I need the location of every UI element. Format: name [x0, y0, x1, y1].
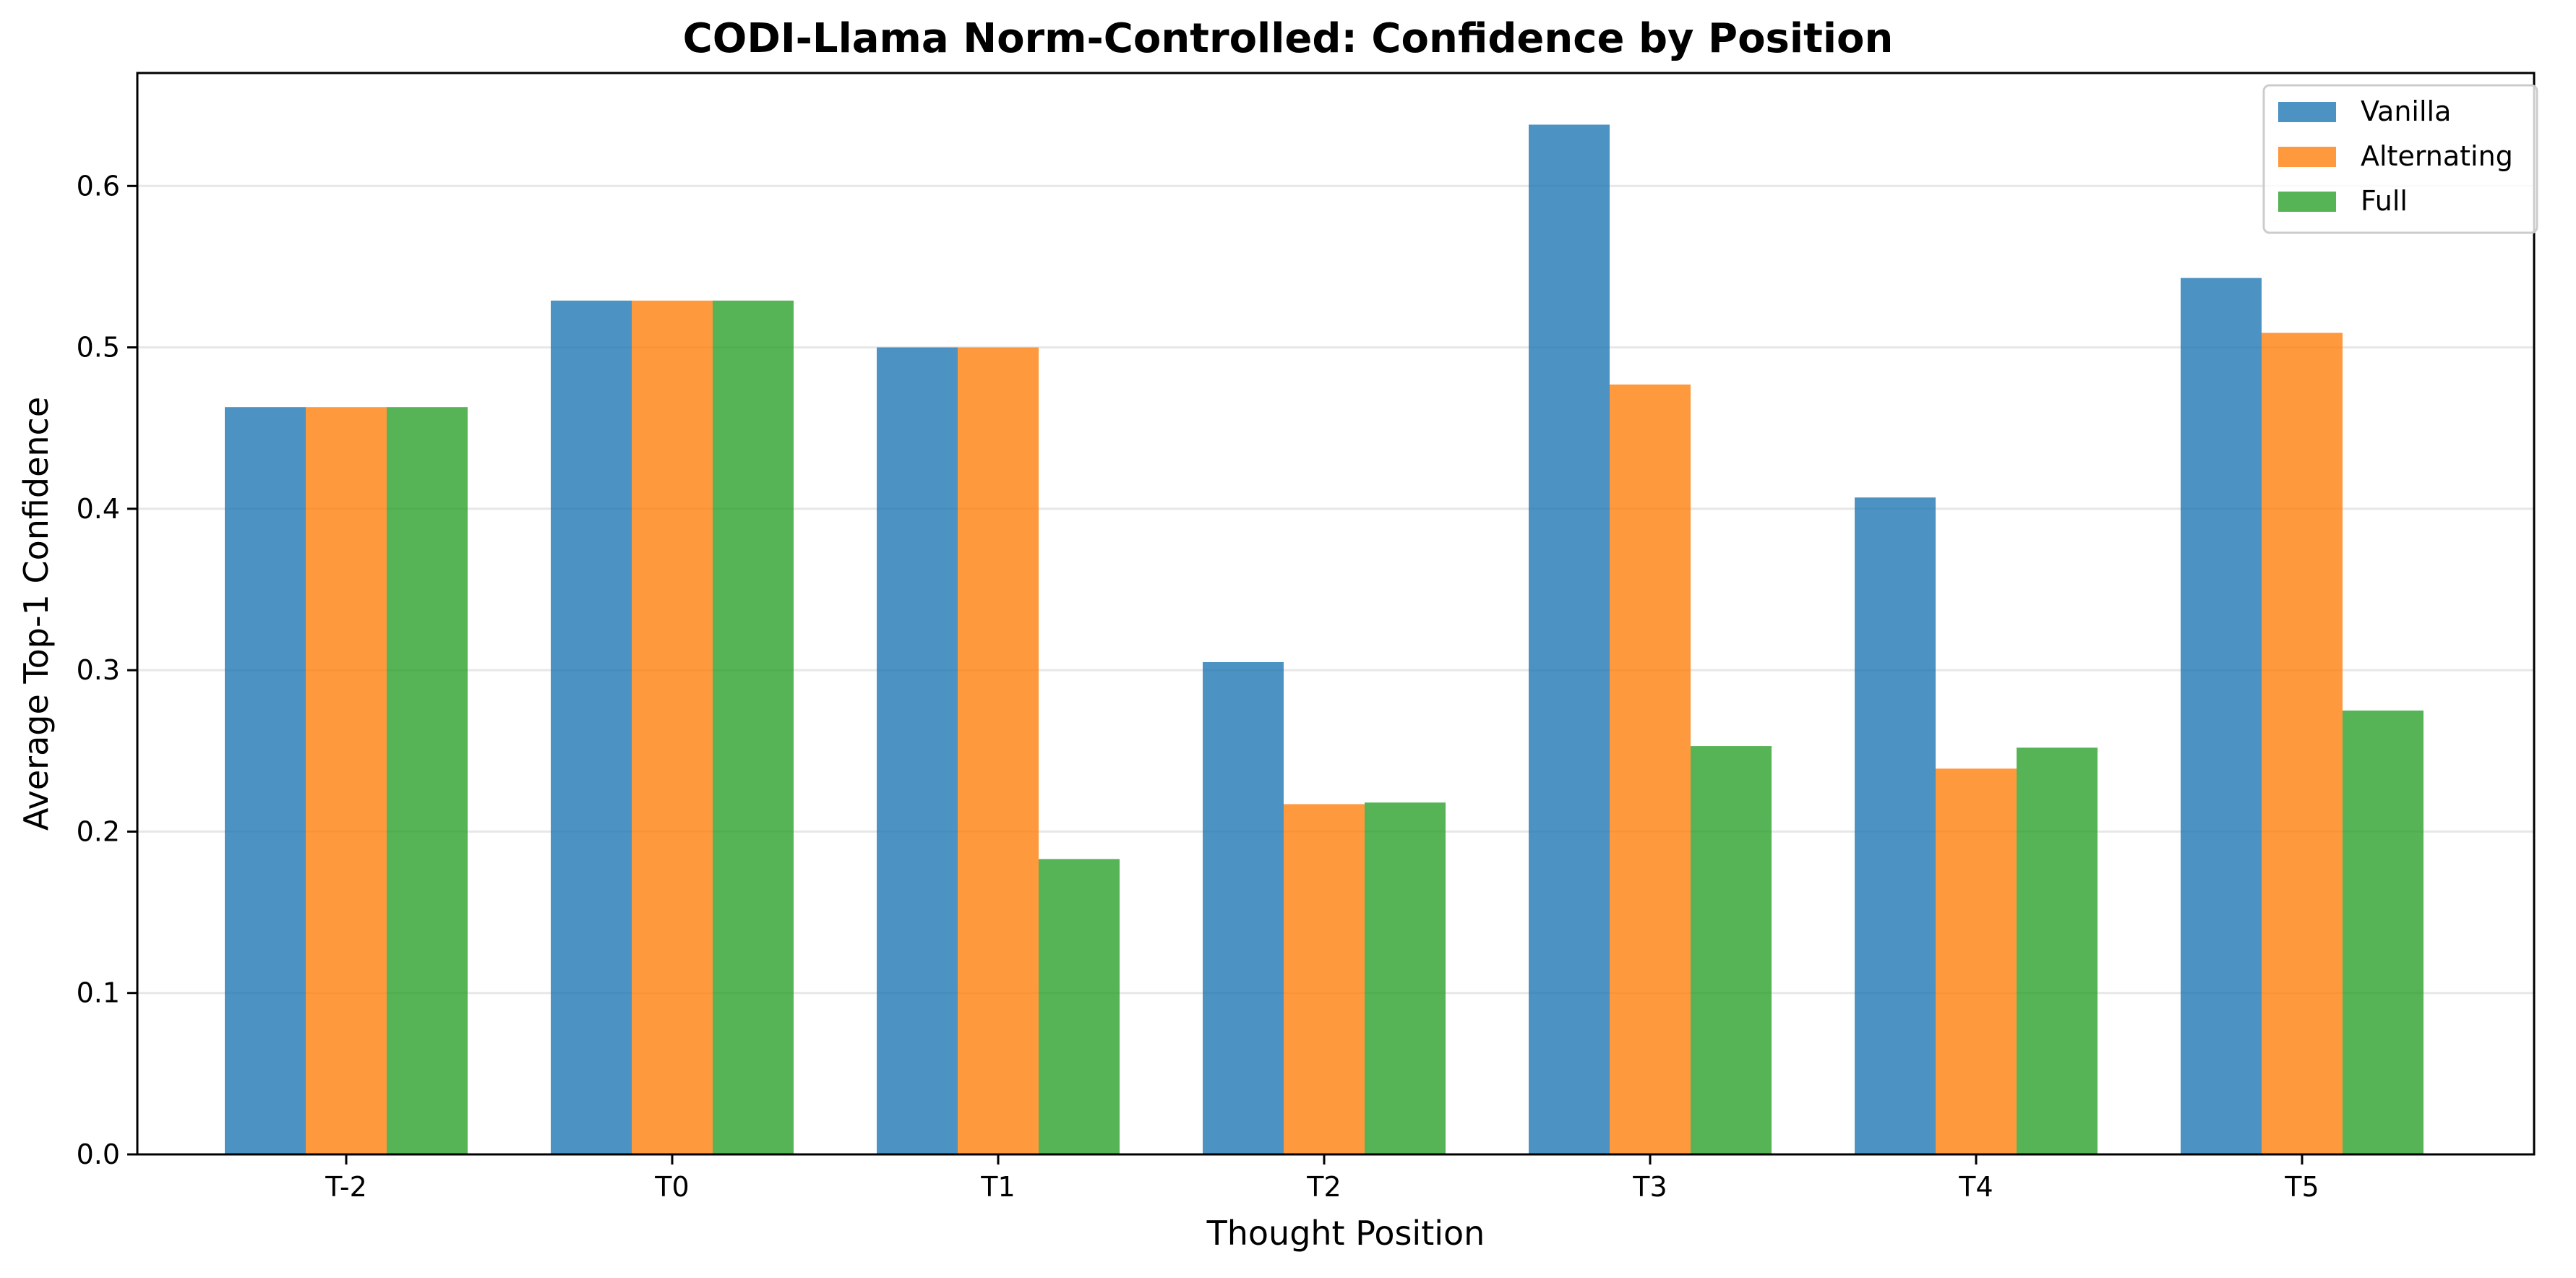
y-tick-label: 0.2: [77, 815, 120, 847]
bar-alternating-t0: [632, 300, 713, 1155]
x-tick-label: T-2: [325, 1171, 367, 1203]
bar-full-t0: [713, 300, 794, 1155]
bar-alternating-t5: [2262, 333, 2343, 1154]
bar-vanilla-t0: [551, 300, 632, 1155]
y-tick-label: 0.6: [77, 170, 120, 202]
bar-full-t5: [2343, 710, 2423, 1154]
legend-swatch-vanilla: [2278, 102, 2336, 122]
x-tick-label: T1: [980, 1171, 1015, 1203]
legend-label-alternating: Alternating: [2361, 140, 2513, 172]
bar-alternating-t1: [958, 347, 1039, 1155]
bar-vanilla-t2: [1203, 661, 1284, 1154]
x-tick-label: T5: [2284, 1171, 2319, 1203]
y-tick-label: 0.5: [77, 332, 120, 364]
bar-full-t1: [1039, 859, 1120, 1154]
plot-area-frame: [136, 72, 2536, 1156]
bar-full-t4: [2017, 747, 2098, 1154]
y-axis-label: Average Top-1 Confidence: [17, 397, 56, 831]
bar-alternating-t2: [1284, 804, 1365, 1154]
bar-alternating-t3: [1610, 384, 1691, 1155]
grid-lines: [137, 184, 2534, 995]
y-tick-label: 0.3: [77, 654, 120, 686]
bar-full-t3: [1691, 746, 1772, 1154]
legend-swatch-full: [2278, 192, 2336, 212]
x-tick-label: T2: [1306, 1171, 1341, 1203]
bars: [225, 124, 2423, 1155]
bar-vanilla-t4: [1855, 497, 1936, 1154]
bar-vanilla-t-2: [225, 407, 306, 1154]
y-tick-label: 0.4: [77, 493, 120, 525]
x-tick-label: T3: [1632, 1171, 1667, 1203]
bar-alternating-t-2: [306, 407, 387, 1154]
bar-vanilla-t5: [2181, 278, 2262, 1154]
legend-label-full: Full: [2361, 185, 2408, 217]
x-tick-label: T4: [1958, 1171, 1993, 1203]
x-axis-label: Thought Position: [1206, 1214, 1485, 1253]
bar-full-t2: [1365, 802, 1446, 1154]
y-tick-label: 0.1: [77, 977, 120, 1009]
bar-vanilla-t3: [1529, 124, 1610, 1155]
legend-swatch-alternating: [2278, 147, 2336, 167]
bar-full-t-2: [387, 407, 468, 1154]
bar-alternating-t4: [1936, 768, 2017, 1154]
legend-label-vanilla: Vanilla: [2361, 95, 2451, 127]
legend: Vanilla Alternating Full: [2262, 84, 2538, 234]
y-tick-label: 0.0: [77, 1138, 120, 1170]
x-tick-label: T0: [654, 1171, 689, 1203]
x-axis-ticks: T-2 T0 T1 T2 T3 T4 T5: [325, 1154, 2319, 1203]
bar-vanilla-t1: [877, 347, 958, 1155]
legend-items: Vanilla Alternating Full: [2278, 95, 2513, 217]
chart-title: CODI-Llama Norm-Controlled: Confidence b…: [683, 15, 1894, 62]
y-axis-ticks: 0.0 0.1 0.2 0.3 0.4 0.5 0.6: [77, 170, 137, 1170]
